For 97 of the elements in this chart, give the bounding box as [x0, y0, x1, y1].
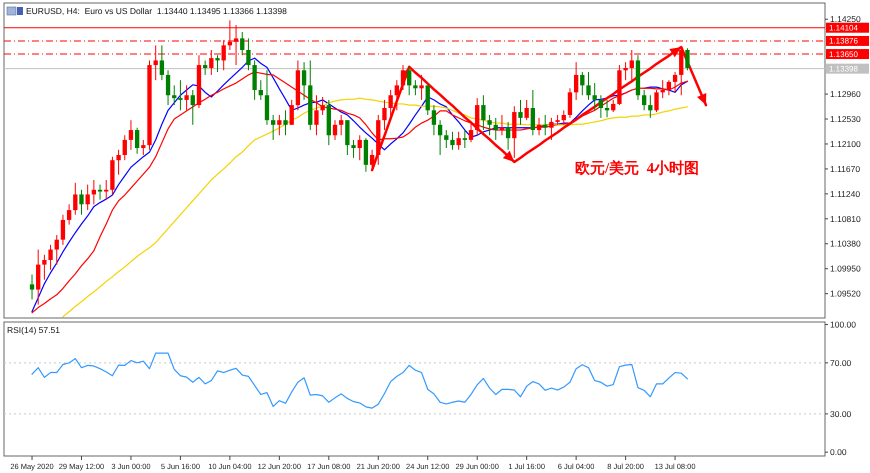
candlestick — [462, 130, 468, 149]
candlestick — [481, 94, 486, 131]
candlestick — [270, 114, 276, 140]
candlestick — [104, 179, 108, 200]
y-tick-label: 1.12100 — [830, 138, 861, 149]
candlestick — [332, 120, 338, 140]
candlestick — [413, 80, 418, 96]
candlestick — [60, 214, 66, 246]
candlestick — [604, 99, 610, 118]
y-tick-label: 1.10380 — [830, 238, 861, 249]
candlestick — [642, 90, 646, 111]
candlestick — [382, 99, 387, 131]
candlestick — [240, 32, 244, 56]
y-tick-label: 1.11670 — [830, 164, 860, 174]
candlestick — [394, 80, 399, 111]
candlestick — [456, 131, 461, 150]
candlestick — [79, 189, 84, 216]
y-tick-label: 0.00 — [830, 447, 847, 458]
y-tick-label: 1.14250 — [830, 14, 861, 24]
candlestick — [549, 117, 554, 140]
y-tick-label: 1.09950 — [830, 264, 861, 274]
candlestick — [48, 244, 53, 270]
candlestick — [54, 234, 59, 266]
candlestick — [487, 114, 492, 136]
candlestick — [530, 90, 536, 136]
candlestick — [555, 114, 560, 126]
candlestick — [598, 94, 604, 118]
candlestick — [42, 254, 47, 280]
candlestick — [258, 80, 263, 100]
y-tick-label: 30.00 — [830, 408, 852, 419]
candlestick — [351, 139, 356, 158]
ref-line-label: 1.14104 — [829, 24, 858, 33]
candlestick — [407, 66, 412, 96]
candlestick — [518, 99, 523, 126]
candlestick — [685, 48, 690, 71]
y-tick-label: 1.09520 — [830, 288, 861, 299]
candlestick — [592, 82, 597, 111]
candlestick — [86, 184, 90, 211]
candlestick — [543, 114, 548, 136]
candlestick — [494, 117, 498, 140]
candlestick — [524, 99, 529, 121]
candlestick — [178, 80, 183, 111]
chart-title: RSI(14) 57.51 — [7, 325, 60, 335]
candlestick — [92, 179, 96, 205]
candlestick — [166, 70, 170, 106]
candlestick — [580, 72, 584, 96]
candlestick — [444, 130, 448, 149]
y-tick-label: 100.00 — [830, 320, 856, 330]
candlestick — [438, 120, 442, 156]
candlestick — [623, 62, 628, 81]
candlestick — [172, 84, 176, 106]
candlestick — [339, 114, 344, 136]
y-tick-label: 1.12530 — [830, 114, 861, 124]
candlestick — [666, 80, 672, 96]
candlestick — [277, 114, 282, 136]
chart-title: EURUSD, H4: Euro vs US Dollar 1.13440 1.13495 1.13366 1.13398 — [26, 6, 288, 16]
candlestick — [358, 134, 362, 161]
y-tick-label: 1.11240 — [830, 188, 860, 199]
ref-line-label: 1.13876 — [829, 36, 858, 46]
ref-line-label: 1.13650 — [829, 50, 858, 59]
candlestick — [574, 62, 578, 100]
y-tick-label: 1.12960 — [830, 89, 861, 100]
candlestick — [506, 121, 510, 150]
candlestick — [141, 139, 146, 156]
candlestick — [660, 80, 665, 99]
candlestick — [611, 99, 616, 113]
candlestick — [419, 74, 424, 100]
candlestick — [73, 182, 78, 216]
candlestick — [190, 90, 195, 126]
annotation: 欧元/美元 4小时图 — [575, 159, 700, 177]
candlestick — [134, 127, 140, 154]
candlestick — [468, 121, 474, 143]
candlestick — [302, 62, 306, 100]
candlestick — [314, 94, 319, 136]
candlestick — [215, 54, 220, 73]
candlestick — [160, 44, 164, 81]
candlestick — [432, 104, 436, 136]
candlestick — [290, 99, 294, 126]
candlestick — [568, 88, 572, 118]
line-series — [31, 352, 688, 409]
candlestick — [202, 60, 208, 76]
candlestick — [500, 114, 504, 136]
candlestick — [128, 120, 134, 150]
candlestick — [388, 90, 393, 121]
candlestick — [400, 64, 406, 91]
y-tick-label: 70.00 — [830, 358, 852, 368]
candlestick — [184, 84, 189, 111]
y-tick-label: 1.10810 — [830, 214, 861, 224]
candlestick — [320, 96, 325, 116]
candlestick — [562, 110, 566, 126]
candlestick — [648, 94, 652, 118]
candlestick — [66, 204, 72, 226]
candlestick — [654, 90, 659, 113]
candlestick — [122, 134, 127, 161]
ref-line-label: 1.13398 — [829, 64, 858, 74]
candlestick — [283, 110, 288, 136]
candlestick — [246, 38, 251, 71]
